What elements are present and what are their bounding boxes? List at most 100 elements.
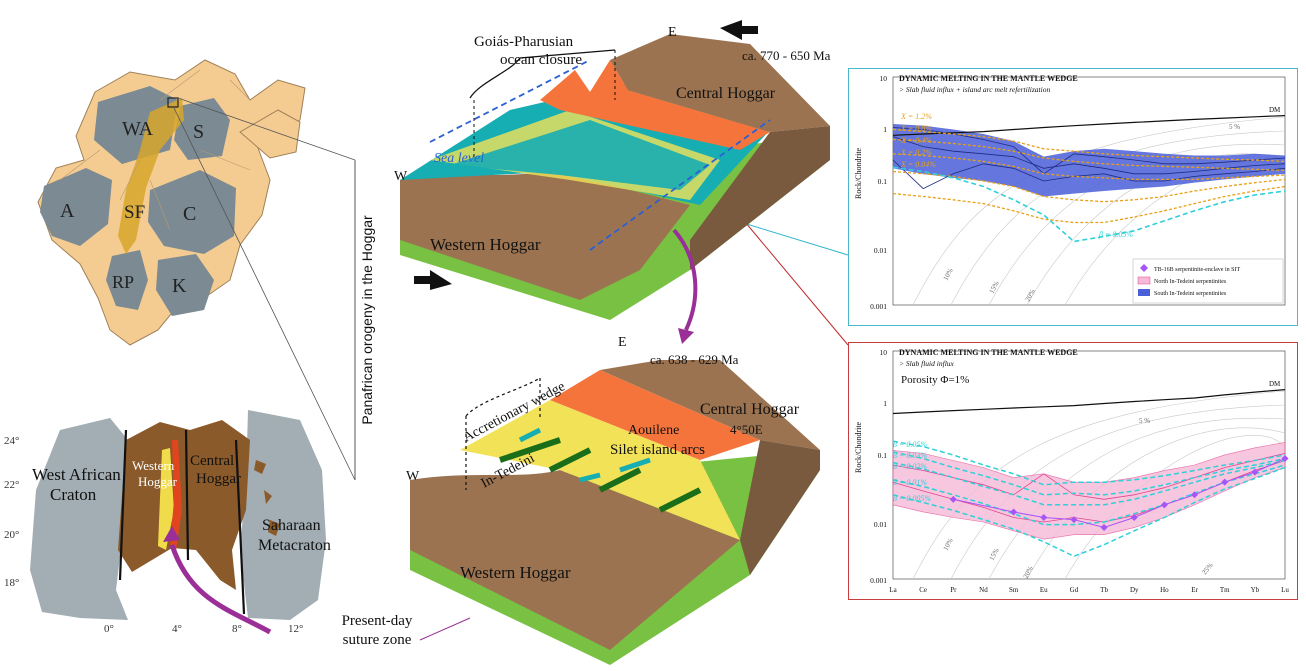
series-envelope-south	[893, 123, 1285, 197]
x-tick-label: Ce	[919, 586, 927, 594]
present-day-line-1: Present-day	[341, 613, 413, 629]
label-saharan-metacraton: Saharaan Metacraton	[258, 517, 331, 554]
svg-text:0.01: 0.01	[874, 246, 887, 255]
svg-text:β = 0.05%: β = 0.05%	[892, 440, 927, 449]
east-label-lower: E	[618, 335, 627, 350]
svg-text:β = 0.03%: β = 0.03%	[892, 451, 927, 460]
series-beta	[892, 166, 1286, 243]
svg-text:18°: 18°	[4, 577, 19, 589]
svg-text:0.1: 0.1	[878, 177, 888, 186]
present-day-line-2: suture zone	[342, 632, 412, 648]
convergence-arrow-west	[414, 270, 452, 290]
silet-arcs-label: Silet island arcs	[610, 442, 705, 458]
hoggar-shield	[118, 420, 250, 590]
svg-text:1: 1	[883, 125, 887, 134]
time-arrow	[672, 228, 698, 344]
x-tick-label: Tb	[1100, 586, 1108, 594]
craton-rp	[106, 250, 148, 310]
y-tick-labels: 10 1 0.1 0.01 0.001	[870, 74, 887, 311]
gondwana-label: A	[60, 200, 75, 222]
svg-text:β = 0.005%: β = 0.005%	[892, 494, 931, 503]
chart-top: DYNAMIC MELTING IN THE MANTLE WEDGE > Sl…	[854, 74, 1286, 311]
chart-top-frame: DYNAMIC MELTING IN THE MANTLE WEDGE > Sl…	[848, 68, 1298, 326]
tb16b-point	[1251, 468, 1259, 476]
melt-curve	[950, 404, 1286, 580]
suture-red	[170, 440, 182, 550]
legend-diamond-icon	[1140, 264, 1148, 272]
panafrican-label: Panafrican orogeny in the Hoggar	[347, 170, 387, 470]
suture-arrow	[169, 544, 272, 635]
x-tick-label: Sm	[1009, 586, 1019, 594]
x-tick-label: Lu	[1281, 586, 1289, 594]
x-labels: X = 1.2% X = 0.8% X = 0.4% X = 0.2% X = …	[900, 112, 936, 169]
tb16b-point	[1010, 508, 1018, 516]
central-hoggar-block-lower	[600, 360, 820, 450]
gondwana-label: S	[193, 121, 204, 143]
hoggar-map: 24° 22° 20° 18° 0° 4° 8° 12° West Africa…	[4, 410, 331, 635]
porosity-label: Porosity Φ=1%	[901, 374, 969, 386]
svg-text:0.01: 0.01	[874, 520, 887, 529]
gondwana-label: K	[172, 275, 187, 297]
coordinate-label: 4°50E	[730, 422, 763, 437]
x-tick-label: Nd	[979, 586, 988, 594]
gondwana-label: WA	[122, 118, 154, 140]
tb16b-point	[1221, 478, 1229, 486]
svg-text:24°: 24°	[4, 435, 19, 447]
tb16b-point	[1130, 513, 1138, 521]
series-beta	[892, 440, 1286, 486]
series-envelope-north	[892, 441, 1286, 540]
west-african-craton-shape	[30, 418, 128, 620]
svg-text:X = 0.8%: X = 0.8%	[900, 124, 932, 133]
melt-label: 25%	[1200, 561, 1214, 576]
label-central-hoggar: Central Hoggar	[190, 453, 241, 487]
gondwana-east-fragment	[239, 109, 301, 159]
lat-ticks: 24° 22° 20° 18°	[4, 435, 19, 589]
silet-arc	[550, 370, 760, 460]
svg-text:0°: 0°	[104, 623, 114, 635]
svg-text:X = 0.4%: X = 0.4%	[900, 136, 932, 145]
series-model	[892, 153, 1286, 181]
gondwana-label: C	[183, 203, 196, 225]
aouilene-label: Aouilene	[628, 423, 679, 438]
x-tick-label: Ho	[1160, 586, 1169, 594]
suture-belt	[118, 98, 184, 254]
gondwana-label: RP	[112, 272, 134, 292]
svg-text:β = 0.02%: β = 0.02%	[892, 462, 927, 471]
x-tick-label: Eu	[1040, 586, 1048, 594]
chart-subtitle: > Slab fluid influx	[899, 359, 955, 368]
tb16b-point	[1070, 516, 1078, 524]
x-tick-label: Yb	[1251, 586, 1260, 594]
lon-ticks: 0° 4° 8° 12°	[104, 623, 303, 635]
chart-title: DYNAMIC MELTING IN THE MANTLE WEDGE	[899, 348, 1078, 357]
legend: TB-16B serpentinite-enclave in SIT North…	[1132, 258, 1284, 304]
legend-entry: North In-Tedeini serpentinites	[1154, 279, 1227, 285]
tb16b-point	[1191, 491, 1199, 499]
age-lower: ca. 638 - 629 Ma	[650, 352, 739, 367]
svg-text:1: 1	[883, 399, 887, 408]
melt-label: 20%	[1022, 565, 1035, 580]
west-label-upper: W	[394, 169, 408, 184]
melt-label: 10%	[942, 267, 955, 282]
svg-text:0.1: 0.1	[878, 451, 888, 460]
gondwana-label: SF	[124, 202, 145, 223]
series-dm	[892, 389, 1286, 415]
svg-text:X = 0.2%: X = 0.2%	[900, 148, 932, 157]
svg-text:20°: 20°	[4, 529, 19, 541]
x-tick-label: Dy	[1130, 586, 1139, 594]
svg-text:β = 0.01%: β = 0.01%	[892, 478, 927, 487]
western-hoggar-block-lower	[410, 470, 740, 650]
arc-volcanoes	[540, 60, 770, 150]
convergence-arrow-east	[720, 20, 758, 40]
age-upper: ca. 770 - 650 Ma	[742, 48, 831, 63]
series-model	[892, 128, 1286, 163]
craton-k	[156, 254, 214, 316]
chart-bottom: DYNAMIC MELTING IN THE MANTLE WEDGE > Sl…	[854, 348, 1289, 594]
melt-curve	[1064, 435, 1286, 580]
y-tick-labels: 10 1 0.1 0.01 0.001	[870, 348, 887, 585]
tb16b-point	[1100, 524, 1108, 532]
western-hoggar-block	[400, 170, 690, 300]
tb16b-point	[1160, 501, 1168, 509]
east-label-upper: E	[668, 25, 677, 40]
x-tick-label: Pr	[950, 586, 957, 594]
